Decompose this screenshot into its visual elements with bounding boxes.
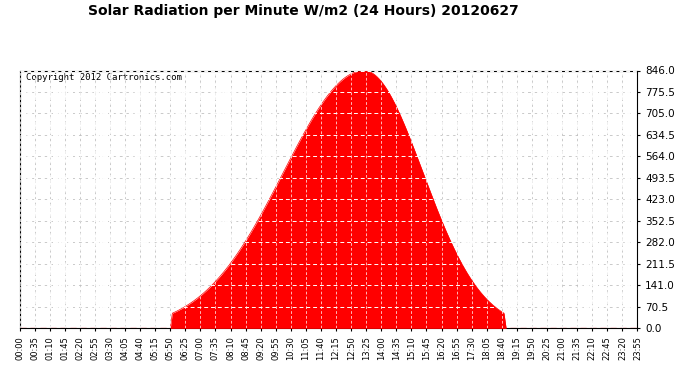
Text: Copyright 2012 Cartronics.com: Copyright 2012 Cartronics.com: [26, 73, 181, 82]
Text: Solar Radiation per Minute W/m2 (24 Hours) 20120627: Solar Radiation per Minute W/m2 (24 Hour…: [88, 4, 519, 18]
